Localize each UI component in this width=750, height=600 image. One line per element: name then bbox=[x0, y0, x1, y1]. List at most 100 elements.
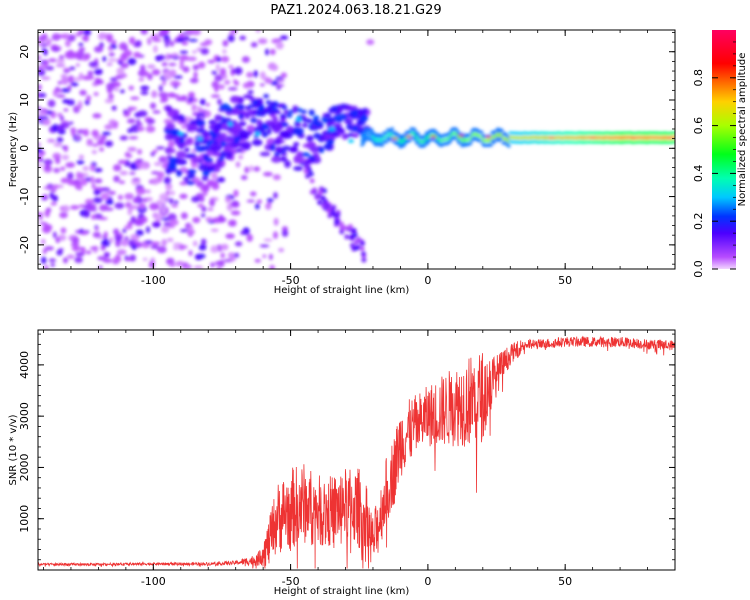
spectral-cell bbox=[159, 30, 169, 36]
spectral-cell bbox=[82, 35, 90, 42]
snr-y-axis-label: SNR (10 * v/v) bbox=[8, 414, 19, 485]
spectral-cell bbox=[295, 117, 302, 122]
spectral-cell bbox=[44, 59, 49, 67]
spectral-cell bbox=[191, 196, 201, 203]
spectral-cell bbox=[353, 245, 359, 251]
spectral-cell bbox=[70, 127, 77, 134]
spectral-cell bbox=[457, 134, 464, 137]
spectral-cell bbox=[188, 125, 199, 132]
spectral-cell bbox=[230, 201, 238, 207]
spectral-cell bbox=[339, 229, 345, 235]
spectral-cell bbox=[416, 132, 421, 136]
spectral-cell bbox=[360, 114, 369, 122]
spectral-cell bbox=[142, 197, 148, 203]
spectral-cell bbox=[84, 198, 94, 205]
spectral-cell bbox=[118, 180, 126, 185]
spectral-cell bbox=[46, 138, 56, 143]
spectral-cell bbox=[210, 145, 221, 153]
spectral-cell bbox=[89, 246, 99, 250]
spectral-cell bbox=[301, 123, 308, 128]
y-tick-label: 2000 bbox=[18, 453, 31, 481]
spectral-cell bbox=[200, 213, 206, 218]
spectral-cell bbox=[334, 219, 340, 225]
spectral-cell bbox=[166, 237, 174, 242]
spectral-cell bbox=[108, 237, 114, 243]
spectral-cell bbox=[78, 72, 84, 81]
spectral-cell bbox=[235, 148, 243, 153]
spectral-cell bbox=[215, 63, 220, 72]
spectral-cell bbox=[106, 34, 113, 43]
spectral-cell bbox=[264, 77, 273, 84]
spectral-cell bbox=[210, 245, 219, 254]
spectral-cell bbox=[303, 168, 309, 174]
spectral-cell bbox=[295, 122, 302, 127]
spectral-cell bbox=[93, 167, 103, 173]
spectral-cell bbox=[150, 244, 159, 250]
spectral-cell bbox=[362, 139, 367, 143]
spectral-cell bbox=[459, 132, 463, 136]
y-tick-label: 10 bbox=[18, 93, 31, 107]
spectral-cell bbox=[300, 109, 307, 115]
spectral-cell bbox=[369, 128, 374, 132]
colorbar-ticks bbox=[712, 41, 736, 270]
spectral-cell bbox=[91, 129, 99, 137]
spectral-cell bbox=[290, 145, 298, 153]
spectral-cell bbox=[207, 59, 215, 64]
spectral-cell bbox=[275, 84, 285, 88]
y-tick-label: 0 bbox=[18, 145, 31, 152]
spectral-cell bbox=[398, 136, 403, 140]
spectral-cell bbox=[310, 156, 316, 162]
spectral-cell bbox=[113, 164, 122, 172]
spectral-cell bbox=[184, 265, 191, 269]
spectral-cell bbox=[430, 135, 437, 138]
spectral-cell bbox=[197, 253, 206, 259]
spectral-cell bbox=[38, 54, 42, 61]
spectral-cell bbox=[341, 133, 349, 140]
spectral-cell bbox=[48, 58, 57, 63]
spectral-cell bbox=[48, 258, 57, 263]
colorbar: 0.0 0.2 0.4 0.6 0.8 Normalized spectral ampl… bbox=[692, 30, 748, 278]
spectral-cell bbox=[42, 118, 51, 126]
spectral-cell bbox=[333, 131, 340, 137]
spectral-cell bbox=[405, 135, 412, 138]
spectral-cell bbox=[199, 98, 206, 106]
spectral-cell bbox=[197, 108, 205, 113]
spectral-cell bbox=[132, 198, 139, 204]
x-tick-label: 50 bbox=[558, 575, 572, 588]
spectral-cell bbox=[317, 200, 323, 206]
spectral-cell bbox=[43, 264, 49, 269]
spectral-cell bbox=[496, 127, 500, 131]
spectral-cell bbox=[86, 95, 92, 101]
spectral-cell bbox=[389, 134, 393, 137]
spectral-cell bbox=[233, 252, 240, 258]
spectral-cell bbox=[199, 139, 209, 145]
spectral-cell bbox=[126, 118, 136, 124]
spectral-cell bbox=[273, 217, 279, 226]
spectral-cell bbox=[100, 187, 111, 192]
spectral-cell bbox=[176, 169, 182, 177]
spectral-cell bbox=[106, 62, 113, 67]
spectral-cell bbox=[214, 261, 222, 266]
snr-x-axis-label: Height of straight line (km) bbox=[274, 586, 410, 597]
spectral-cell bbox=[180, 95, 188, 102]
spectral-cell bbox=[259, 244, 270, 248]
spectral-cell bbox=[145, 125, 156, 133]
spectral-cell bbox=[335, 209, 341, 215]
spectral-cell bbox=[144, 240, 153, 244]
spectral-cell bbox=[67, 75, 75, 83]
colorbar-tick-label: 0.6 bbox=[692, 117, 705, 135]
spectral-cell bbox=[323, 199, 329, 205]
spectral-cell bbox=[52, 184, 59, 190]
colorbar-tick-labels: 0.0 0.2 0.4 0.6 0.8 bbox=[692, 69, 705, 278]
spectral-cell bbox=[279, 35, 289, 40]
figure-title: PAZ1.2024.063.18.21.G29 bbox=[270, 3, 441, 18]
spectral-cell bbox=[338, 127, 345, 133]
spectral-cell bbox=[275, 41, 284, 50]
spectral-cell bbox=[200, 145, 207, 152]
spectral-cell bbox=[403, 138, 406, 141]
spectral-cell bbox=[51, 33, 61, 41]
spectrogram-y-tick-labels: -20 -10 0 10 20 bbox=[18, 45, 31, 254]
spectral-cell bbox=[99, 147, 105, 152]
spectral-cell bbox=[423, 143, 427, 147]
spectral-cell bbox=[168, 93, 175, 98]
